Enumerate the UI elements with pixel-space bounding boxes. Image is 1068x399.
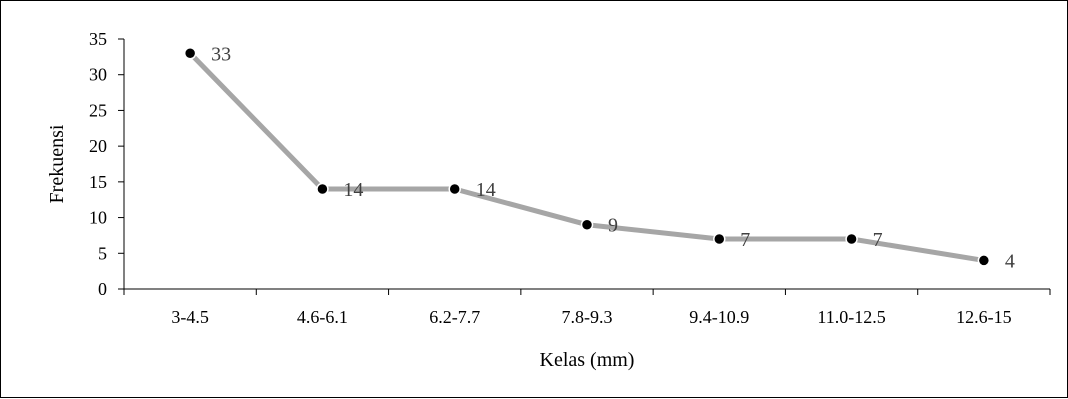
y-tick-label: 5 bbox=[98, 243, 107, 263]
x-tick-label: 6.2-7.7 bbox=[429, 307, 480, 327]
data-label: 14 bbox=[343, 179, 363, 201]
data-labels: 33 14 14 9 7 7 4 bbox=[211, 43, 1015, 272]
y-tick-label: 15 bbox=[89, 172, 107, 192]
y-tick-label: 25 bbox=[89, 100, 107, 120]
data-label: 7 bbox=[740, 229, 750, 251]
x-tick-label: 9.4-10.9 bbox=[689, 307, 749, 327]
y-tick-label: 20 bbox=[89, 136, 107, 156]
data-point bbox=[183, 47, 197, 60]
data-label: 4 bbox=[1005, 250, 1015, 272]
data-point bbox=[845, 232, 858, 246]
data-point bbox=[316, 182, 329, 196]
data-label: 33 bbox=[211, 43, 231, 65]
x-tick-label: 11.0-12.5 bbox=[817, 307, 885, 327]
x-axis-title: Kelas (mm) bbox=[540, 349, 635, 371]
y-tick-label: 0 bbox=[98, 279, 107, 299]
x-tick-label: 12.6-15 bbox=[956, 307, 1012, 327]
data-point bbox=[580, 218, 594, 231]
y-axis-title: Frekuensi bbox=[46, 124, 68, 203]
series-layer bbox=[183, 47, 991, 267]
y-tick-label: 35 bbox=[89, 29, 107, 49]
y-tick-label: 30 bbox=[89, 65, 107, 85]
data-label: 14 bbox=[476, 179, 496, 201]
y-tick-label: 10 bbox=[89, 208, 107, 228]
x-tick-label: 4.6-6.1 bbox=[297, 307, 348, 327]
axes bbox=[123, 39, 1050, 290]
y-axis-ticks: 0 5 10 15 20 25 30 35 bbox=[89, 29, 124, 299]
x-tick-label: 7.8-9.3 bbox=[562, 307, 613, 327]
data-point bbox=[713, 232, 726, 246]
data-label: 7 bbox=[873, 229, 883, 251]
x-tick-label: 3-4.5 bbox=[171, 307, 209, 327]
x-axis-ticks: 3-4.5 4.6-6.1 6.2-7.7 7.8-9.3 9.4-10.9 11.0-1… bbox=[123, 289, 1051, 327]
data-point bbox=[448, 182, 461, 196]
data-label: 9 bbox=[608, 215, 618, 237]
data-point bbox=[977, 254, 991, 267]
